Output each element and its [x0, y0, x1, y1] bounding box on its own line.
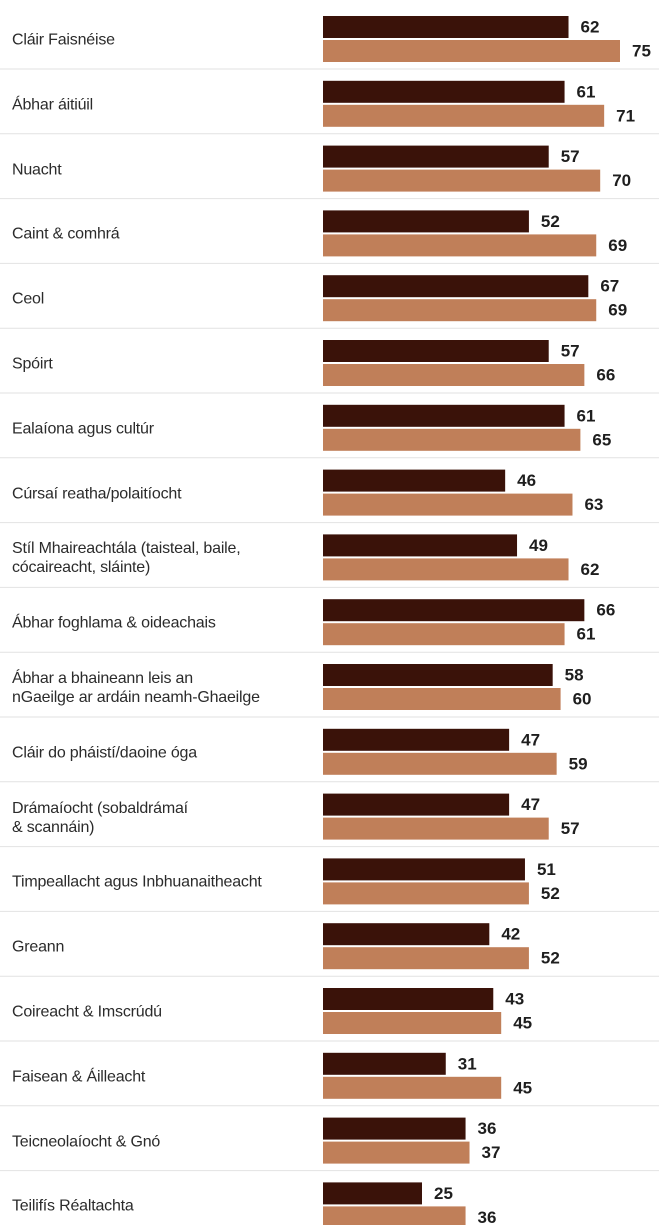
- value-label: 59: [569, 754, 588, 773]
- bar: [323, 664, 553, 686]
- bar: [323, 882, 529, 905]
- bar: [323, 275, 589, 298]
- bar: [323, 40, 620, 62]
- bar: [323, 469, 506, 492]
- category-label: Timpeallacht agus Inbhuanaitheacht: [12, 873, 262, 891]
- bar: [323, 169, 601, 192]
- bar: [323, 493, 573, 516]
- bar: [323, 340, 549, 362]
- value-label: 60: [573, 689, 592, 708]
- category-label: Coireacht & Imscrúdú: [12, 1003, 162, 1021]
- bar: [323, 1206, 466, 1225]
- bar: [323, 599, 585, 622]
- bar: [323, 1076, 502, 1099]
- category-label: Spóirt: [12, 355, 53, 373]
- bar: [323, 817, 549, 840]
- value-label: 66: [596, 601, 615, 620]
- value-label: 57: [561, 341, 580, 360]
- category-label: Nuacht: [12, 161, 62, 179]
- bar: [323, 988, 494, 1010]
- bar: [323, 1012, 502, 1034]
- bar: [323, 80, 565, 103]
- value-label: 52: [541, 212, 560, 231]
- value-label: 62: [581, 17, 600, 36]
- bar: [323, 16, 569, 38]
- bar: [323, 299, 597, 322]
- value-label: 51: [537, 860, 556, 879]
- bar: [323, 428, 581, 451]
- bar: [323, 623, 565, 646]
- bar: [323, 752, 557, 775]
- value-label: 45: [513, 1013, 532, 1032]
- value-label: 75: [632, 41, 651, 60]
- bar: [323, 1117, 466, 1140]
- bar: [323, 145, 549, 168]
- category-label: Cláir Faisnéise: [12, 31, 115, 49]
- value-label: 31: [458, 1054, 477, 1073]
- value-label: 49: [529, 536, 548, 555]
- value-label: 43: [505, 989, 524, 1008]
- value-label: 62: [581, 560, 600, 579]
- bar: [323, 1052, 446, 1075]
- category-label: Cúrsaí reatha/polaitíocht: [12, 485, 182, 503]
- bar: [323, 404, 565, 427]
- category-label: Drámaíocht (sobaldrámaí & scannáin): [12, 799, 188, 836]
- value-label: 63: [584, 495, 603, 514]
- value-label: 36: [478, 1119, 497, 1138]
- category-label: Cláir do pháistí/daoine óga: [12, 744, 197, 762]
- bar: [323, 923, 490, 946]
- category-label: Ealaíona agus cultúr: [12, 420, 154, 438]
- value-label: 67: [600, 277, 619, 296]
- bar: [323, 947, 529, 970]
- bar: [323, 1182, 422, 1205]
- value-label: 46: [517, 471, 536, 490]
- value-label: 52: [541, 884, 560, 903]
- value-label: 52: [541, 949, 560, 968]
- category-label: Faisean & Áilleacht: [12, 1068, 146, 1086]
- category-label: Ábhar áitiúil: [12, 96, 94, 114]
- value-label: 61: [577, 82, 596, 101]
- value-label: 57: [561, 819, 580, 838]
- category-label: Teicneolaíocht & Gnó: [12, 1133, 161, 1151]
- category-label: Teilifís Réaltachta: [12, 1197, 134, 1215]
- value-label: 58: [565, 665, 584, 684]
- bar: [323, 1141, 470, 1164]
- category-label: Ábhar a bhaineann leis an nGaeilge ar ar…: [12, 670, 260, 706]
- value-label: 57: [561, 147, 580, 166]
- value-label: 70: [612, 171, 631, 190]
- value-label: 61: [577, 625, 596, 644]
- value-label: 71: [616, 106, 635, 125]
- value-label: 47: [521, 795, 540, 814]
- category-label: Ábhar foghlama & oideachais: [12, 614, 216, 632]
- value-label: 45: [513, 1078, 532, 1097]
- bar: [323, 210, 529, 233]
- bar: [323, 364, 585, 386]
- value-label: 37: [482, 1143, 501, 1162]
- bar: [323, 858, 525, 881]
- bar: [323, 234, 597, 257]
- value-label: 42: [501, 925, 520, 944]
- bar: [323, 793, 510, 816]
- category-label: Ceol: [12, 290, 45, 308]
- value-label: 61: [577, 406, 596, 425]
- category-label: Caint & comhrá: [12, 225, 120, 243]
- value-label: 66: [596, 365, 615, 384]
- bar: [323, 104, 605, 127]
- bar: [323, 728, 510, 751]
- value-label: 25: [434, 1184, 453, 1203]
- category-label: Greann: [12, 938, 65, 956]
- value-label: 47: [521, 730, 540, 749]
- value-label: 69: [608, 236, 627, 255]
- bar: [323, 534, 518, 557]
- category-label: Stíl Mhaireachtála (taisteal, baile, cóc…: [12, 540, 241, 577]
- bar: [323, 688, 561, 710]
- value-label: 36: [478, 1208, 497, 1225]
- value-label: 65: [592, 430, 611, 449]
- bar: [323, 558, 569, 581]
- value-label: 69: [608, 301, 627, 320]
